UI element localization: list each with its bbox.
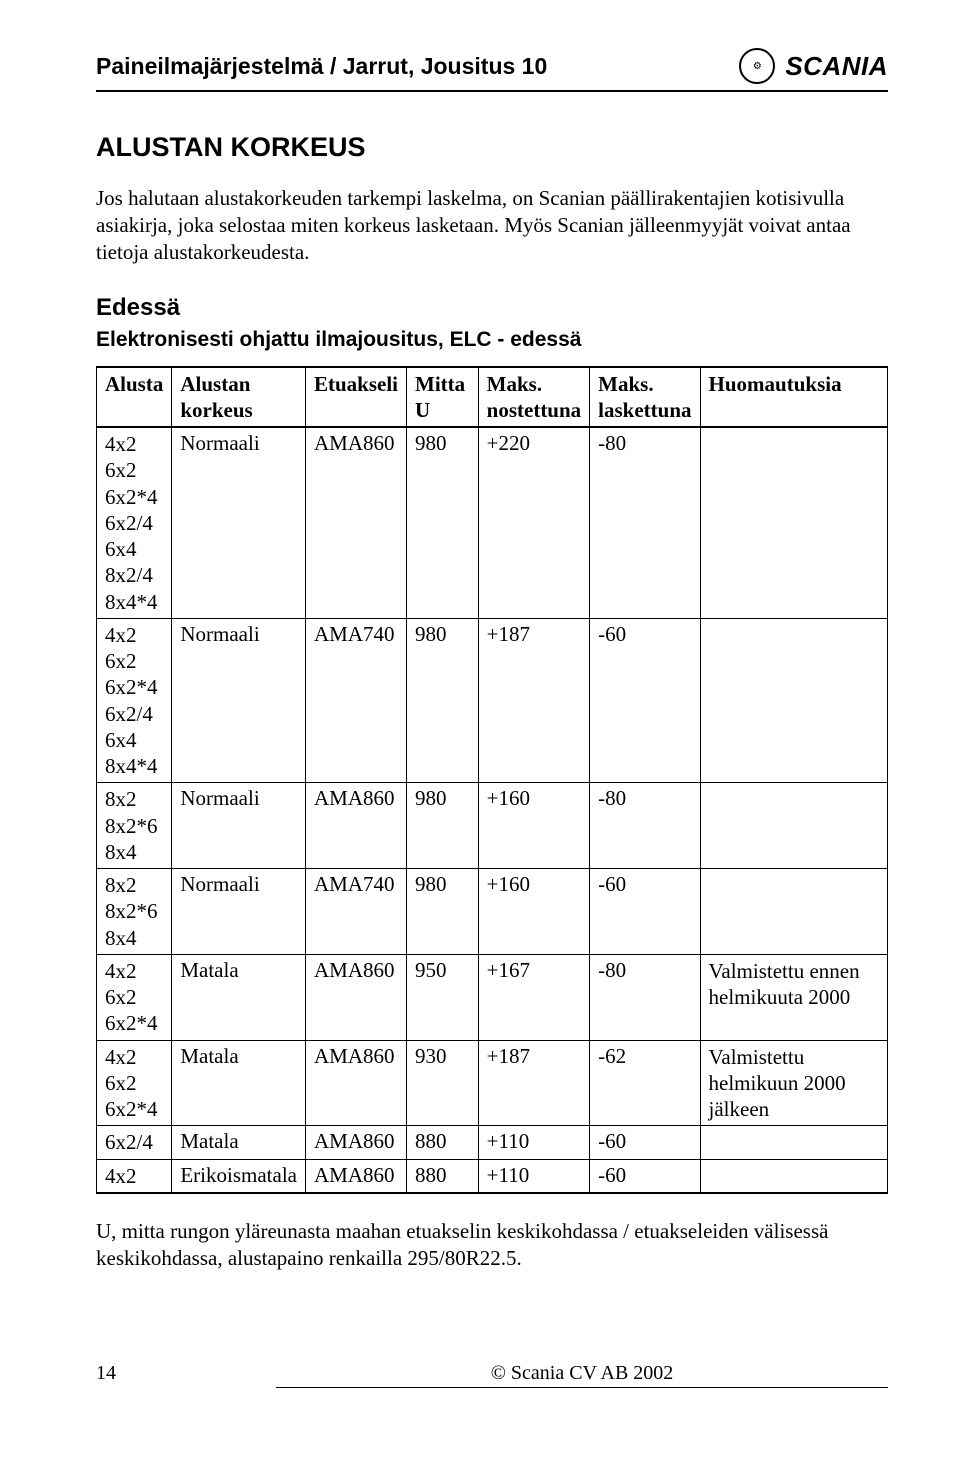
col-maks-laskettuna: Maks. laskettuna (590, 367, 700, 428)
page-footer: 14 © Scania CV AB 2002 (96, 1362, 888, 1388)
cell: -80 (590, 427, 700, 618)
copyright: © Scania CV AB 2002 (276, 1362, 888, 1388)
cell (700, 1159, 887, 1193)
cell: Matala (172, 1040, 306, 1126)
table-header-row: Alusta Alustan korkeus Etuakseli Mitta U… (97, 367, 888, 428)
cell: Matala (172, 1126, 306, 1159)
cell: +187 (478, 618, 590, 783)
cell (700, 1126, 887, 1159)
cell: 980 (407, 869, 479, 955)
sub-heading: Edessä (96, 294, 888, 322)
cell: 880 (407, 1126, 479, 1159)
cell: +187 (478, 1040, 590, 1126)
cell: 980 (407, 618, 479, 783)
cell: +160 (478, 783, 590, 869)
cell: 4x2 6x2 6x2*4 6x2/4 6x4 8x4*4 (97, 618, 172, 783)
cell: Normaali (172, 427, 306, 618)
chassis-height-table: Alusta Alustan korkeus Etuakseli Mitta U… (96, 366, 888, 1194)
cell: AMA860 (306, 1126, 407, 1159)
cell: -80 (590, 954, 700, 1040)
cell: AMA740 (306, 869, 407, 955)
cell: +110 (478, 1159, 590, 1193)
main-heading: ALUSTAN KORKEUS (96, 132, 888, 163)
table-body: 4x2 6x2 6x2*4 6x2/4 6x4 8x2/4 8x4*4 Norm… (97, 427, 888, 1193)
cell: 930 (407, 1040, 479, 1126)
cell: Valmistettu ennen helmikuuta 2000 (700, 954, 887, 1040)
cell: AMA860 (306, 1159, 407, 1193)
brand-wordmark: SCANIA (785, 51, 888, 82)
table-row: 4x2 6x2 6x2*4 Matala AMA860 930 +187 -62… (97, 1040, 888, 1126)
cell: 4x2 6x2 6x2*4 (97, 1040, 172, 1126)
cell: Normaali (172, 783, 306, 869)
col-etuakseli: Etuakseli (306, 367, 407, 428)
cell: Normaali (172, 618, 306, 783)
cell: AMA860 (306, 954, 407, 1040)
table-row: 8x2 8x2*6 8x4 Normaali AMA740 980 +160 -… (97, 869, 888, 955)
cell: 6x2/4 (97, 1126, 172, 1159)
cell: 8x2 8x2*6 8x4 (97, 783, 172, 869)
cell: 880 (407, 1159, 479, 1193)
table-row: 6x2/4 Matala AMA860 880 +110 -60 (97, 1126, 888, 1159)
col-mitta-u: Mitta U (407, 367, 479, 428)
footnote-paragraph: U, mitta rungon yläreunasta maahan etuak… (96, 1218, 888, 1272)
intro-paragraph: Jos halutaan alustakorkeuden tarkempi la… (96, 185, 888, 266)
cell: 980 (407, 783, 479, 869)
cell: -60 (590, 1126, 700, 1159)
cell: 950 (407, 954, 479, 1040)
cell: AMA740 (306, 618, 407, 783)
cell: +220 (478, 427, 590, 618)
cell (700, 427, 887, 618)
cell: -60 (590, 1159, 700, 1193)
table-row: 4x2 Erikoismatala AMA860 880 +110 -60 (97, 1159, 888, 1193)
cell (700, 783, 887, 869)
page-number: 14 (96, 1362, 276, 1385)
col-alustan-korkeus: Alustan korkeus (172, 367, 306, 428)
cell: 4x2 (97, 1159, 172, 1193)
table-row: 4x2 6x2 6x2*4 Matala AMA860 950 +167 -80… (97, 954, 888, 1040)
cell: Matala (172, 954, 306, 1040)
cell: -62 (590, 1040, 700, 1126)
cell: Erikoismatala (172, 1159, 306, 1193)
cell: +110 (478, 1126, 590, 1159)
cell (700, 869, 887, 955)
cell: 4x2 6x2 6x2*4 (97, 954, 172, 1040)
sub-sub-heading: Elektronisesti ohjattu ilmajousitus, ELC… (96, 328, 888, 352)
scania-logo-icon: ⚙ (739, 48, 775, 84)
cell: AMA860 (306, 427, 407, 618)
cell: 8x2 8x2*6 8x4 (97, 869, 172, 955)
table-row: 8x2 8x2*6 8x4 Normaali AMA860 980 +160 -… (97, 783, 888, 869)
cell: AMA860 (306, 783, 407, 869)
cell: -80 (590, 783, 700, 869)
cell: Normaali (172, 869, 306, 955)
table-row: 4x2 6x2 6x2*4 6x2/4 6x4 8x2/4 8x4*4 Norm… (97, 427, 888, 618)
cell: -60 (590, 618, 700, 783)
page-header: Paineilmajärjestelmä / Jarrut, Jousitus … (96, 48, 888, 92)
col-huomautuksia: Huomautuksia (700, 367, 887, 428)
cell: +160 (478, 869, 590, 955)
col-alusta: Alusta (97, 367, 172, 428)
cell: AMA860 (306, 1040, 407, 1126)
cell (700, 618, 887, 783)
cell: +167 (478, 954, 590, 1040)
cell: 4x2 6x2 6x2*4 6x2/4 6x4 8x2/4 8x4*4 (97, 427, 172, 618)
header-title: Paineilmajärjestelmä / Jarrut, Jousitus … (96, 53, 547, 80)
table-row: 4x2 6x2 6x2*4 6x2/4 6x4 8x4*4 Normaali A… (97, 618, 888, 783)
header-right: ⚙ SCANIA (739, 48, 888, 84)
cell: Valmistettu helmikuun 2000 jälkeen (700, 1040, 887, 1126)
cell: 980 (407, 427, 479, 618)
col-maks-nostettuna: Maks. nostettuna (478, 367, 590, 428)
cell: -60 (590, 869, 700, 955)
